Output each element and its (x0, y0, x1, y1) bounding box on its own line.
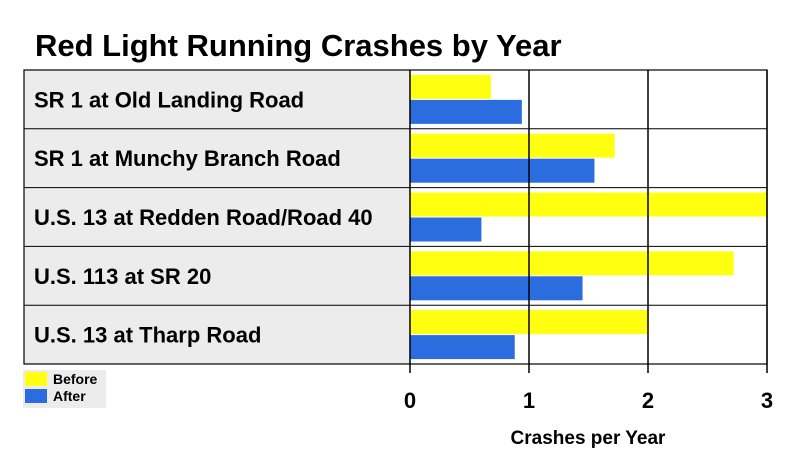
label-panel-background (24, 70, 410, 364)
bar-before (410, 133, 615, 158)
bar-after (410, 276, 583, 301)
legend-label-after: After (53, 388, 86, 404)
bar-before (410, 192, 767, 217)
bar-after (410, 99, 522, 124)
bar-after (410, 158, 595, 183)
bar-after (410, 335, 515, 360)
tick-label: 3 (761, 388, 773, 413)
bars (410, 74, 767, 360)
table-border (23, 69, 768, 365)
legend-label-before: Before (53, 371, 98, 387)
legend-swatch-before (25, 372, 47, 386)
tick-label: 1 (523, 388, 535, 413)
category-label: SR 1 at Munchy Branch Road (34, 146, 341, 171)
tick-label: 2 (642, 388, 654, 413)
chart-frame (23, 69, 768, 365)
chart-title: Red Light Running Crashes by Year (35, 28, 562, 63)
category-label-panel: SR 1 at Old Landing Road SR 1 at Munchy B… (24, 70, 410, 364)
bar-before (410, 251, 734, 276)
category-label: U.S. 113 at SR 20 (34, 264, 211, 289)
category-label: U.S. 13 at Redden Road/Road 40 (34, 205, 373, 230)
category-label: U.S. 13 at Tharp Road (34, 323, 261, 348)
legend-swatch-after (25, 389, 47, 403)
x-axis-label: Crashes per Year (511, 428, 667, 449)
bar-after (410, 217, 482, 242)
tick-label: 0 (404, 388, 416, 413)
x-axis-ticks: 0 1 2 3 (404, 364, 773, 413)
bar-before (410, 74, 491, 99)
category-label: SR 1 at Old Landing Road (34, 87, 304, 112)
